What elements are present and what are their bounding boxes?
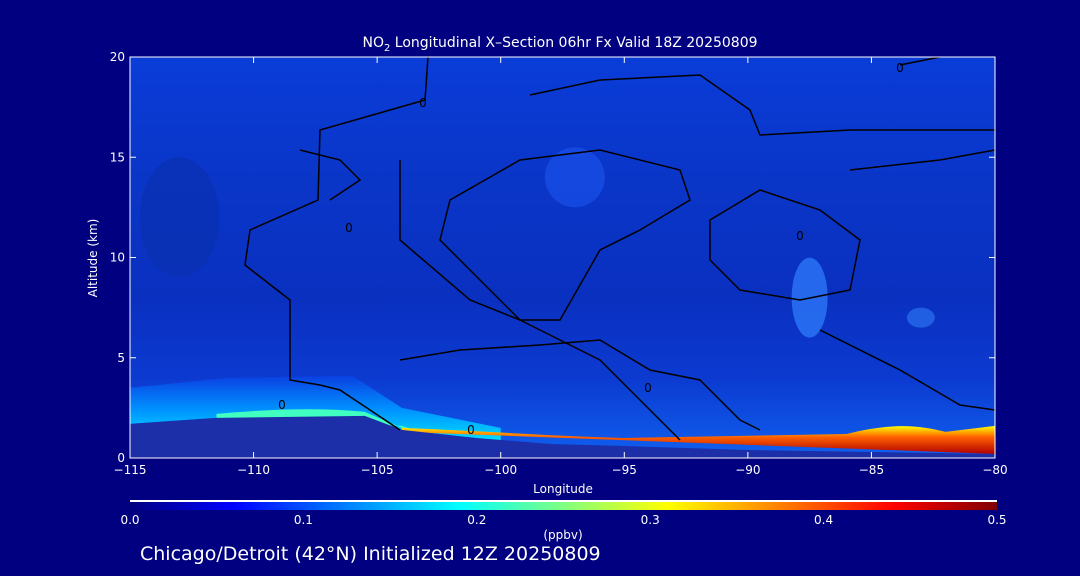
x-tick-label: −105	[361, 463, 394, 477]
y-tick-label: 5	[117, 351, 125, 365]
x-tick-label: −110	[237, 463, 270, 477]
colorbar-tick-label: 0.1	[293, 513, 313, 527]
contour-label: 0	[345, 221, 353, 235]
x-axis-label: Longitude	[533, 482, 593, 496]
title-main: NO	[362, 35, 384, 51]
x-tick-label: −80	[982, 463, 1007, 477]
contour-line	[899, 56, 941, 66]
concentration-blob	[906, 307, 935, 328]
x-tick-label: −100	[484, 463, 517, 477]
chart-title: NO2 Longitudinal X–Section 06hr Fx Valid…	[0, 35, 1080, 54]
contour-label: 0	[278, 398, 286, 412]
colorbar-tick-label: 0.5	[987, 513, 1007, 527]
contour-label: 0	[644, 381, 652, 395]
colorbar-tick-label: 0.0	[120, 513, 140, 527]
concentration-blob	[139, 157, 220, 278]
footer-caption: Chicago/Detroit (42°N) Initialized 12Z 2…	[140, 543, 601, 565]
colorbar-tick-label: 0.3	[640, 513, 660, 527]
contour-line	[439, 149, 691, 321]
contour-label: 0	[419, 96, 427, 110]
title-subscript: 2	[383, 42, 391, 54]
contour-line	[709, 189, 861, 301]
contour-label: 0	[467, 423, 475, 437]
x-tick-label: −85	[859, 463, 884, 477]
y-tick-label: 20	[110, 50, 125, 64]
y-tick-label: 0	[117, 451, 125, 465]
contour-label: 0	[796, 229, 804, 243]
y-tick-label: 15	[110, 150, 125, 164]
boundary-layer-west	[130, 375, 501, 442]
contour-line	[849, 149, 996, 171]
x-tick-label: −115	[114, 463, 147, 477]
y-axis-label: Altitude (km)	[86, 218, 100, 298]
surface-pollution-band	[401, 425, 995, 454]
colorbar-tick-label: 0.2	[467, 513, 487, 527]
contour-line	[819, 329, 996, 411]
colorbar-tick-label: 0.4	[814, 513, 834, 527]
colorbar	[130, 500, 997, 510]
contour-line	[529, 74, 995, 136]
concentration-blob	[544, 147, 605, 208]
contour-line	[399, 160, 681, 441]
x-tick-label: −95	[612, 463, 637, 477]
contour-line	[399, 339, 761, 431]
colorbar-unit: (ppbv)	[543, 528, 583, 542]
contour-line	[299, 149, 362, 201]
terrain	[130, 415, 995, 458]
x-tick-label: −90	[735, 463, 760, 477]
contour-label: 0	[896, 61, 904, 75]
title-rest: Longitudinal X–Section 06hr Fx Valid 18Z…	[390, 35, 758, 51]
y-tick-label: 10	[110, 251, 125, 265]
contour-line	[244, 56, 429, 431]
